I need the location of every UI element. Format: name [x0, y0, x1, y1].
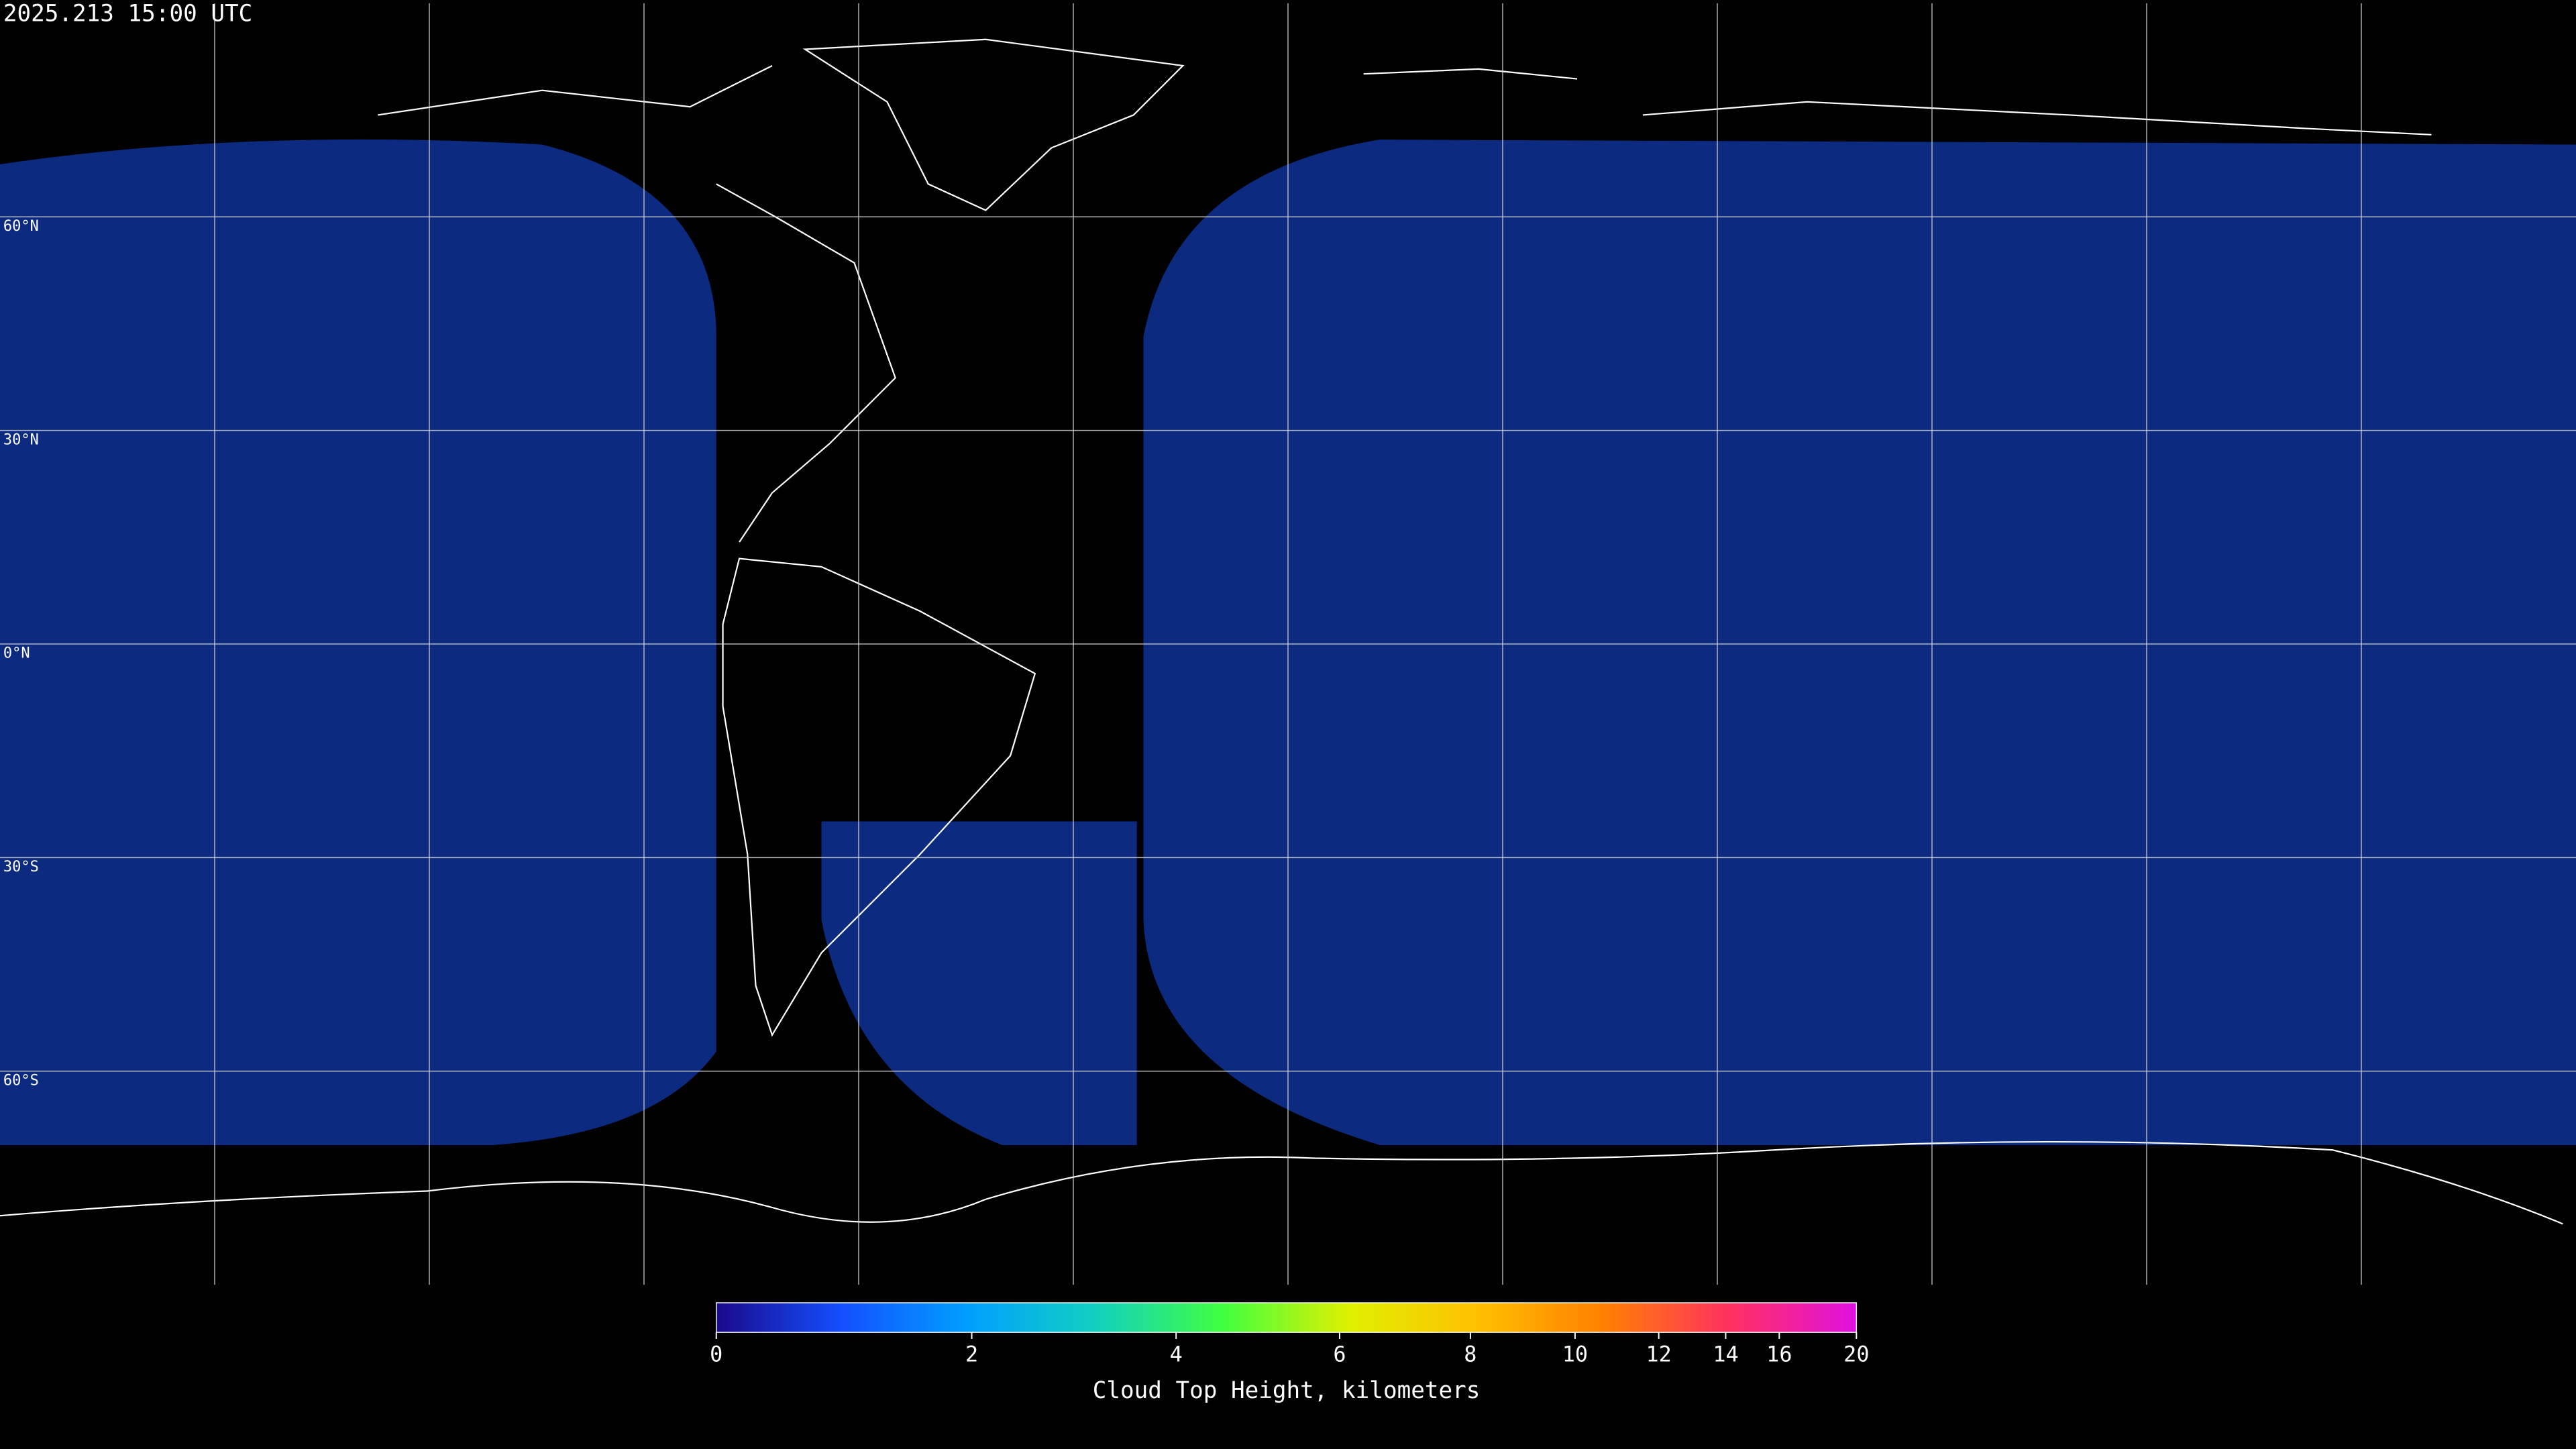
colorbar-tick-label: 12	[1646, 1341, 1671, 1366]
colorbar-label: Cloud Top Height, kilometers	[1093, 1377, 1481, 1404]
colorbar-tick-label: 10	[1562, 1341, 1588, 1366]
lat-label: 60°S	[3, 1072, 39, 1089]
coastline	[1363, 68, 2432, 136]
colorbar-ramp	[716, 1302, 1858, 1333]
lat-label: 30°N	[3, 431, 39, 448]
colorbar-tick-label: 6	[1333, 1341, 1346, 1366]
colorbar-tick-label: 14	[1713, 1341, 1738, 1366]
colorbar-tick-label: 8	[1464, 1341, 1477, 1366]
timestamp: 2025.213 15:00 UTC	[3, 1, 252, 28]
coastline	[0, 1140, 2563, 1225]
colorbar-tick-label: 16	[1766, 1341, 1792, 1366]
coastline	[802, 38, 1185, 211]
lat-label: 60°N	[3, 218, 39, 235]
colorbar-tick-label: 20	[1843, 1341, 1869, 1366]
coastline	[722, 557, 1036, 1037]
lat-label: 30°S	[3, 859, 39, 875]
colorbar-tick-label: 2	[965, 1341, 978, 1366]
coastline	[378, 64, 773, 116]
colorbar-tick-label: 0	[710, 1341, 722, 1366]
colorbar-tick-label: 4	[1170, 1341, 1183, 1366]
graticule: 60°N 30°N 0°N 30°S 60°S	[0, 3, 2576, 1285]
colorbar: 0 2 4 6 8 10 12 14 16 20 Cloud Top Height, kilomet…	[710, 1302, 1870, 1404]
lat-label: 0°N	[3, 645, 30, 662]
